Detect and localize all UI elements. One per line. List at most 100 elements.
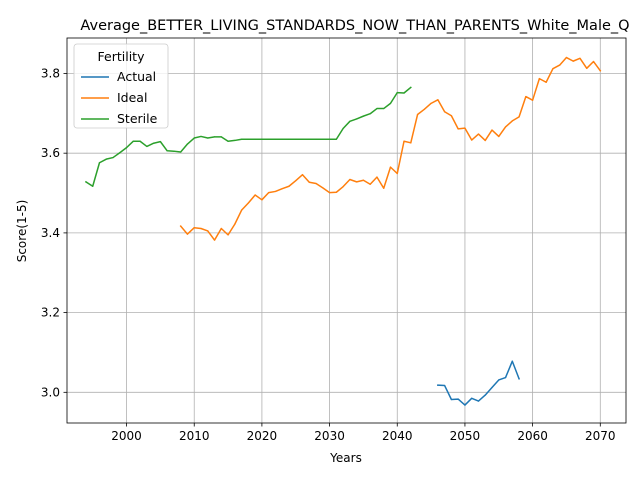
data-point-sterile [343, 128, 344, 129]
data-point-sterile [167, 150, 168, 151]
data-point-sterile [139, 141, 140, 142]
data-point-actual [498, 379, 499, 380]
data-point-ideal [451, 115, 452, 116]
data-point-ideal [458, 128, 459, 129]
data-point-ideal [227, 234, 228, 235]
data-point-sterile [160, 141, 161, 142]
data-point-sterile [241, 139, 242, 140]
data-point-sterile [302, 139, 303, 140]
data-point-ideal [241, 210, 242, 211]
data-point-sterile [288, 139, 289, 140]
data-point-sterile [261, 139, 262, 140]
data-point-ideal [363, 180, 364, 181]
data-point-ideal [207, 230, 208, 231]
data-point-sterile [268, 139, 269, 140]
legend-label-ideal: Ideal [117, 90, 147, 105]
x-tick-label: 2050 [450, 429, 481, 443]
data-point-actual [444, 385, 445, 386]
y-tick-label: 3.8 [41, 66, 60, 80]
data-point-ideal [282, 188, 283, 189]
data-point-sterile [309, 139, 310, 140]
data-point-sterile [315, 139, 316, 140]
data-point-sterile [180, 151, 181, 152]
data-point-sterile [390, 103, 391, 104]
data-point-ideal [248, 202, 249, 203]
data-point-actual [471, 398, 472, 399]
data-point-ideal [268, 192, 269, 193]
data-point-sterile [187, 143, 188, 144]
x-tick-label: 2000 [111, 429, 142, 443]
data-point-ideal [322, 187, 323, 188]
data-point-ideal [505, 126, 506, 127]
data-point-ideal [234, 224, 235, 225]
x-tick-label: 2020 [247, 429, 278, 443]
data-point-ideal [255, 194, 256, 195]
data-point-ideal [586, 68, 587, 69]
data-point-sterile [336, 139, 337, 140]
legend-label-sterile: Sterile [117, 111, 158, 126]
x-tick-label: 2030 [314, 429, 345, 443]
data-point-ideal [315, 183, 316, 184]
data-point-ideal [336, 192, 337, 193]
data-point-sterile [99, 162, 100, 163]
data-point-ideal [403, 141, 404, 142]
y-tick-label: 3.2 [41, 306, 60, 320]
data-point-sterile [403, 92, 404, 93]
data-point-sterile [106, 159, 107, 160]
data-point-ideal [194, 227, 195, 228]
data-point-ideal [200, 228, 201, 229]
data-point-sterile [112, 157, 113, 158]
data-point-sterile [221, 136, 222, 137]
data-point-sterile [275, 139, 276, 140]
data-point-sterile [255, 139, 256, 140]
data-point-ideal [221, 228, 222, 229]
data-point-sterile [207, 137, 208, 138]
data-point-ideal [302, 174, 303, 175]
data-point-sterile [153, 143, 154, 144]
data-point-ideal [424, 109, 425, 110]
data-point-ideal [539, 78, 540, 79]
data-point-sterile [227, 141, 228, 142]
data-point-ideal [288, 186, 289, 187]
data-point-sterile [383, 108, 384, 109]
data-point-sterile [200, 136, 201, 137]
data-point-actual [464, 404, 465, 405]
data-point-ideal [261, 199, 262, 200]
data-point-actual [451, 399, 452, 400]
data-point-actual [485, 395, 486, 396]
data-point-ideal [471, 139, 472, 140]
y-tick-label: 3.6 [41, 146, 60, 160]
data-point-ideal [491, 129, 492, 130]
data-point-ideal [356, 181, 357, 182]
data-point-ideal [180, 226, 181, 227]
data-point-ideal [187, 233, 188, 234]
data-point-ideal [485, 140, 486, 141]
data-point-sterile [194, 137, 195, 138]
data-point-sterile [295, 139, 296, 140]
data-point-sterile [410, 87, 411, 88]
data-point-actual [512, 361, 513, 362]
data-point-sterile [119, 152, 120, 153]
legend-label-actual: Actual [117, 69, 156, 84]
data-point-sterile [397, 92, 398, 93]
legend-title: Fertility [98, 49, 146, 64]
data-point-ideal [410, 142, 411, 143]
data-point-sterile [248, 139, 249, 140]
data-point-ideal [579, 58, 580, 59]
data-point-sterile [282, 139, 283, 140]
data-point-ideal [349, 179, 350, 180]
data-point-ideal [559, 65, 560, 66]
data-point-sterile [146, 146, 147, 147]
data-point-sterile [329, 139, 330, 140]
x-tick-label: 2040 [382, 429, 413, 443]
data-point-ideal [478, 133, 479, 134]
x-tick-label: 2070 [585, 429, 616, 443]
data-point-ideal [309, 182, 310, 183]
data-point-sterile [370, 113, 371, 114]
data-point-ideal [512, 120, 513, 121]
data-point-actual [491, 387, 492, 388]
data-point-ideal [376, 176, 377, 177]
x-tick-label: 2060 [517, 429, 548, 443]
legend: Fertility Actual Ideal Sterile [74, 44, 168, 128]
